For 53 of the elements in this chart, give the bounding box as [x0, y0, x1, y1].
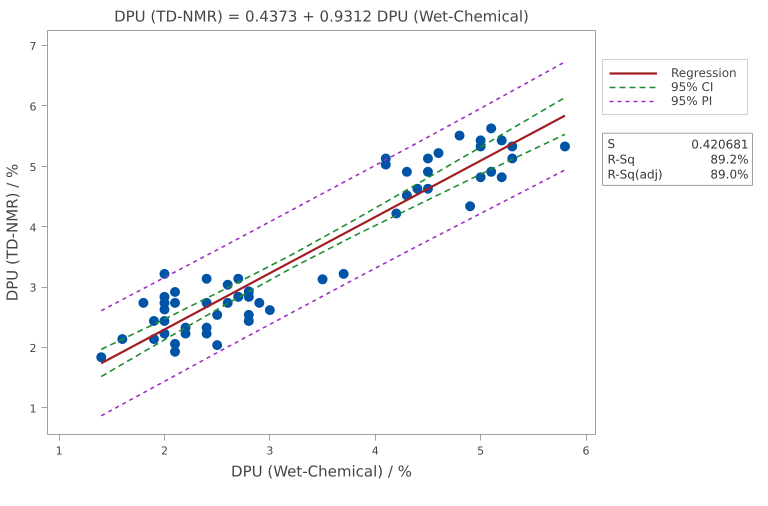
text: 0.420681	[691, 138, 749, 152]
y-tick-label: 1	[30, 402, 36, 416]
y-tick-label: 3	[30, 282, 36, 295]
text: 89.2%	[710, 152, 749, 166]
x-tick-label: 6	[582, 444, 590, 458]
x-tick-label: 2	[160, 444, 168, 458]
point	[170, 298, 180, 308]
point	[486, 123, 496, 134]
line-series	[100, 61, 566, 312]
y-tick-label: 4	[30, 221, 36, 234]
y-tick-label: 5	[30, 160, 36, 174]
point	[422, 166, 433, 177]
line-series	[100, 169, 566, 417]
point	[264, 305, 275, 316]
point	[465, 201, 476, 212]
text: 89.0%	[710, 167, 749, 182]
x-tick-label: 3	[266, 444, 274, 458]
point	[96, 352, 106, 362]
point	[170, 286, 180, 297]
point	[202, 274, 212, 284]
legend-label: Regression	[671, 66, 738, 80]
x-axis-title: DPU (Wet-Chemical) / %	[231, 462, 412, 480]
point	[254, 298, 264, 308]
point	[159, 304, 170, 314]
point	[402, 166, 412, 177]
point	[433, 148, 444, 158]
x-tick-label: 5	[477, 444, 484, 458]
point	[454, 130, 465, 141]
point	[422, 154, 433, 164]
legend-label: 95% CI	[671, 80, 714, 94]
point	[496, 172, 507, 182]
y-tick-label: 7	[30, 40, 36, 54]
point	[318, 274, 328, 284]
text: S	[608, 137, 616, 152]
point	[159, 268, 170, 279]
text: R-Sq	[608, 152, 635, 166]
point	[338, 268, 349, 279]
x-tick-label: 4	[372, 444, 379, 458]
x-tick-label: 1	[56, 444, 63, 458]
y-tick-label: 2	[30, 342, 36, 356]
point	[138, 298, 148, 308]
point	[212, 340, 222, 350]
y-tick-label: 6	[30, 100, 36, 114]
text: R-Sq(adj)	[608, 167, 663, 182]
point	[212, 310, 222, 320]
point	[380, 160, 391, 170]
point	[496, 135, 507, 146]
point	[148, 316, 159, 326]
point	[170, 346, 180, 357]
legend-label: 95% PI	[671, 94, 714, 108]
y-axis-title: DPU (TD-NMR) / %	[4, 164, 22, 302]
chart-title: DPU (TD-NMR) = 0.4373 + 0.9312 DPU (Wet-Chemical)	[114, 8, 529, 26]
point	[560, 141, 570, 152]
